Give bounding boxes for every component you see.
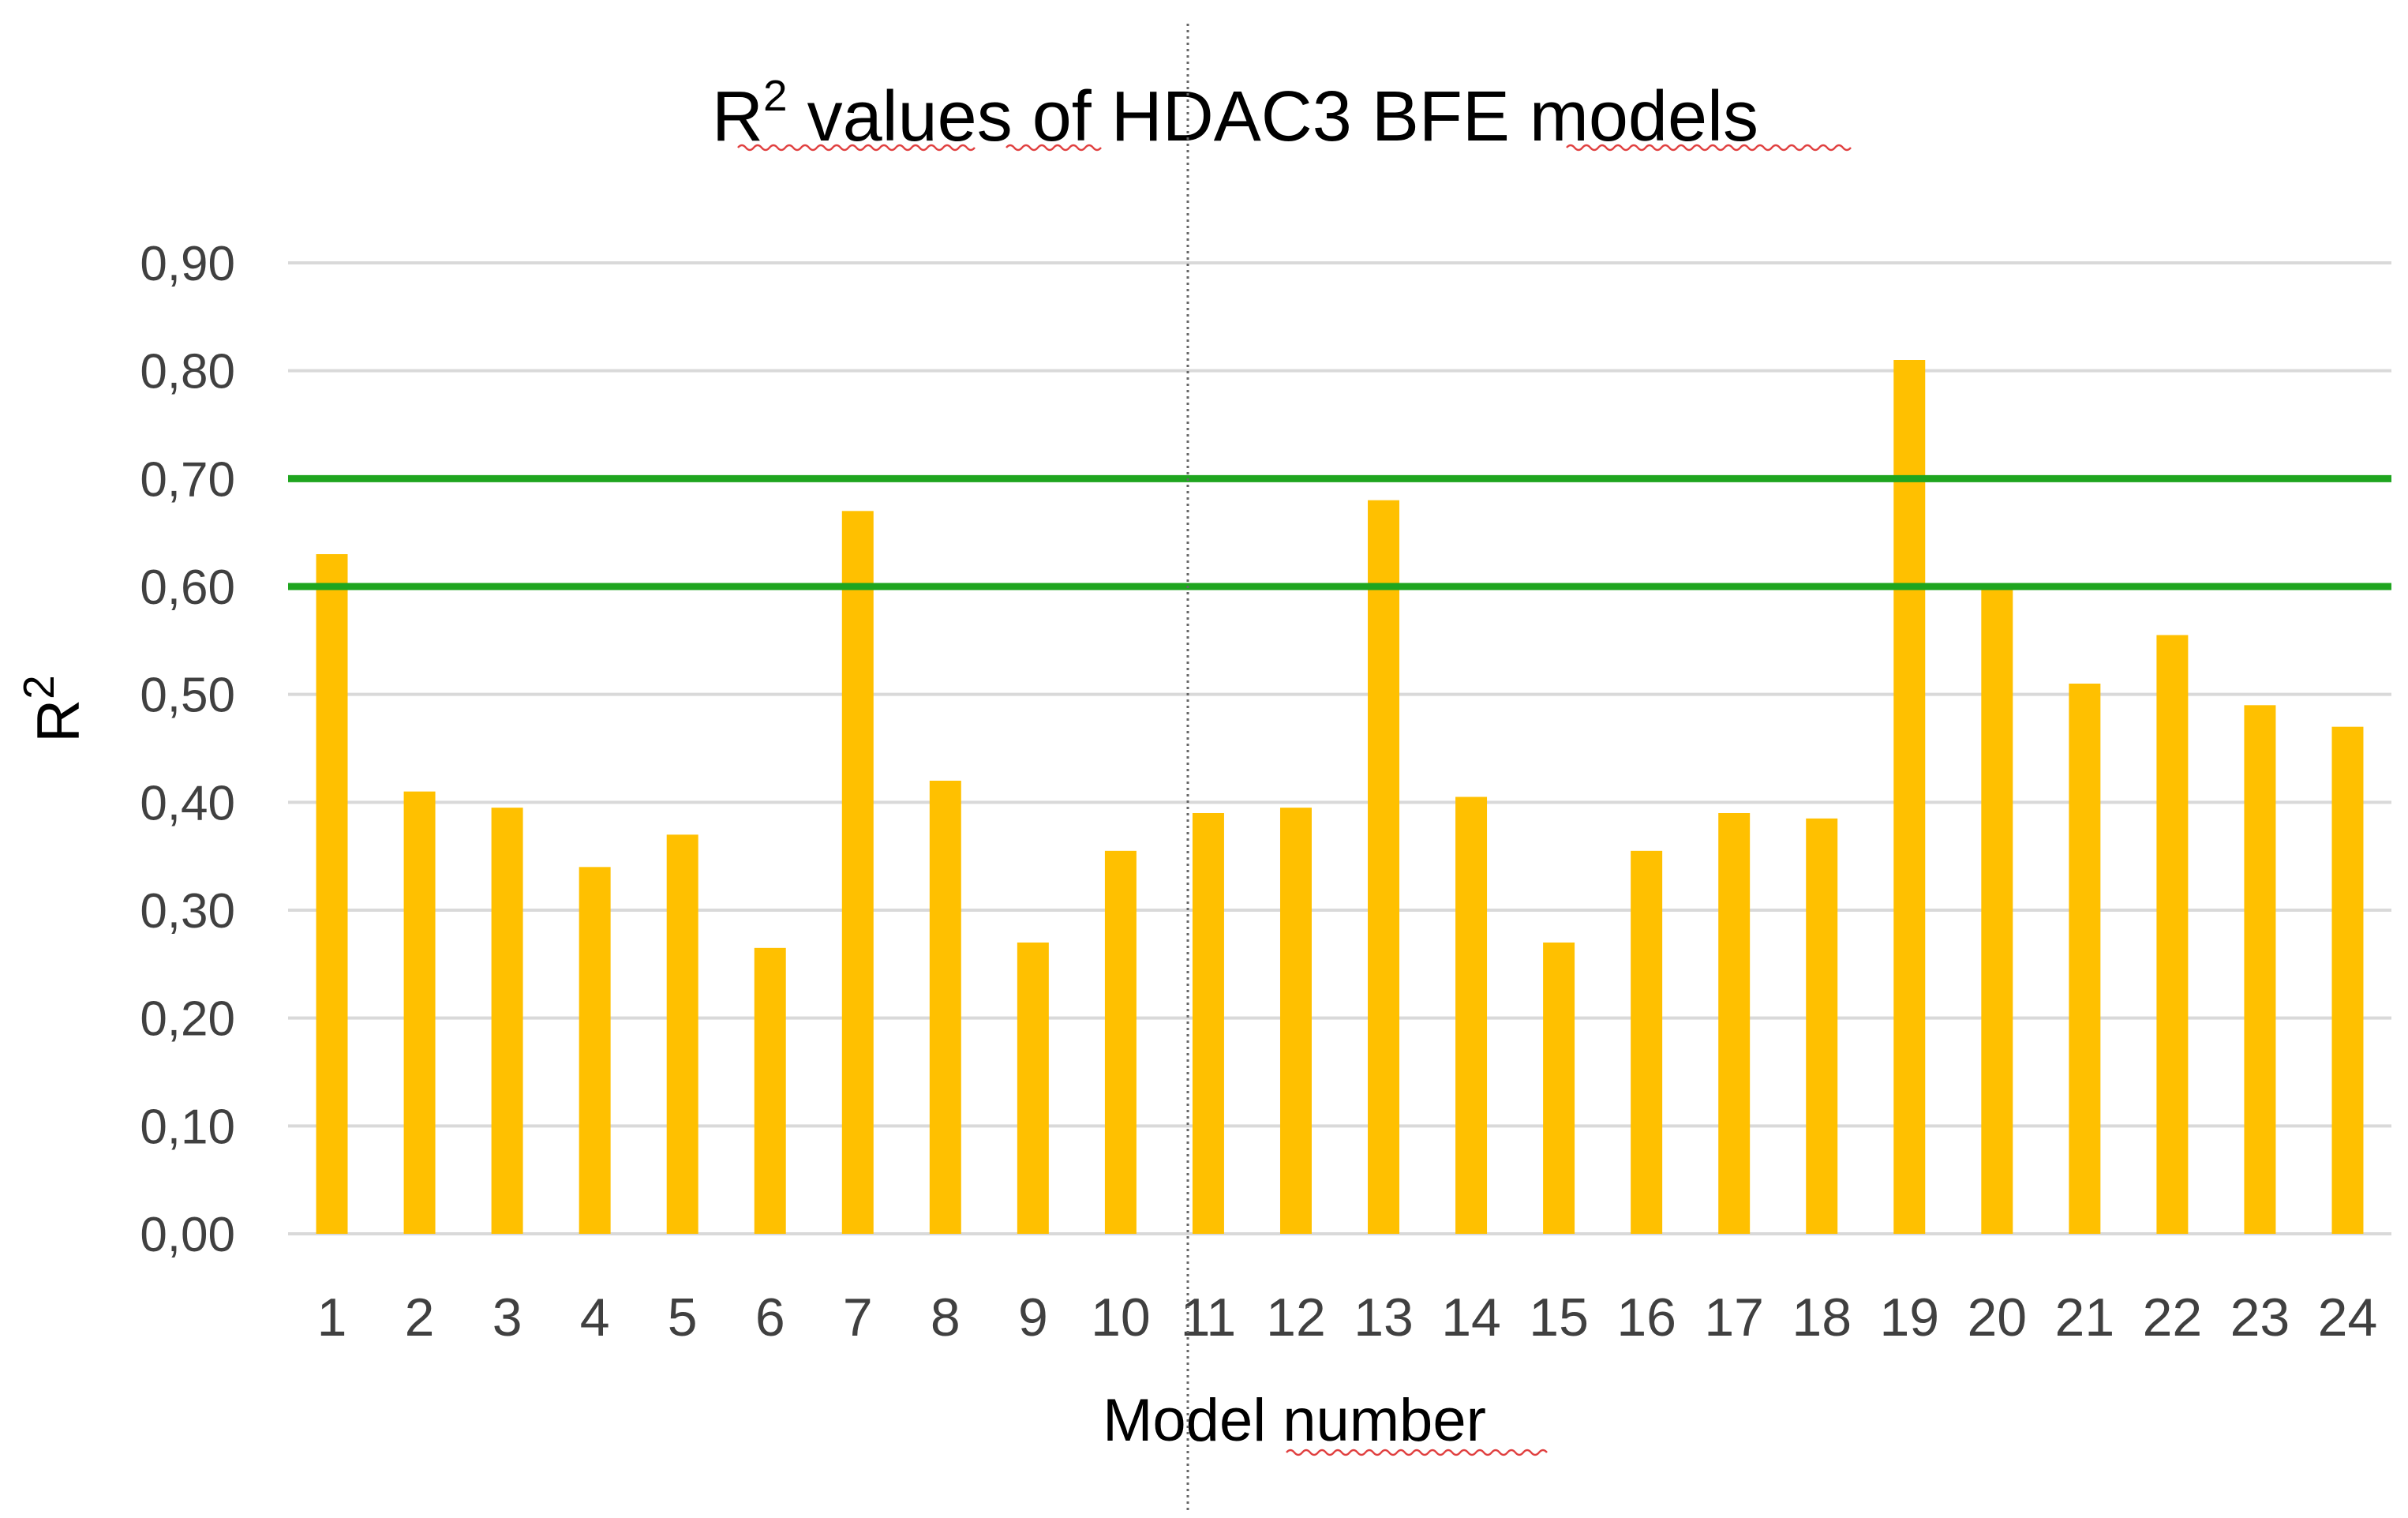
x-tick-label: 4 <box>580 1287 610 1347</box>
y-tick-label: 0,40 <box>140 776 235 830</box>
bar <box>2244 705 2276 1234</box>
x-tick-label: 2 <box>405 1287 435 1347</box>
bar <box>1279 808 1312 1234</box>
x-tick-label: 6 <box>755 1287 785 1347</box>
bar <box>1017 943 1049 1234</box>
x-tick-label: 11 <box>1181 1287 1237 1347</box>
x-tick-label: 18 <box>1792 1287 1852 1347</box>
bar <box>1543 943 1575 1234</box>
x-tick-label: 12 <box>1266 1287 1326 1347</box>
x-tick-label: 16 <box>1616 1287 1676 1347</box>
bar <box>579 867 611 1234</box>
bar <box>1806 818 1838 1234</box>
x-tick-label: 19 <box>1879 1287 1939 1347</box>
x-tick-label: 9 <box>1018 1287 1048 1347</box>
bar <box>1893 360 1926 1234</box>
x-tick-label: 1 <box>317 1287 347 1347</box>
x-tick-label: 23 <box>2230 1287 2290 1347</box>
bar <box>1455 796 1488 1234</box>
spellcheck-squiggle <box>1286 1449 1548 1456</box>
x-tick-label: 3 <box>492 1287 522 1347</box>
spellcheck-squiggle <box>1566 144 1852 152</box>
y-tick-label: 0,60 <box>140 560 235 615</box>
y-axis-ticks: 0,00 0,10 0,20 0,30 0,40 0,50 0,60 0,70 0,80 0,90 <box>140 237 235 1262</box>
reference-lines <box>288 474 2391 590</box>
x-tick-label: 7 <box>843 1287 873 1347</box>
y-tick-label: 0,20 <box>140 992 235 1047</box>
x-axis-label: Model number <box>1103 1387 1486 1454</box>
x-tick-label: 21 <box>2055 1287 2115 1347</box>
bar <box>2156 635 2189 1234</box>
x-tick-label: 24 <box>2318 1287 2378 1347</box>
bar <box>666 834 698 1234</box>
bar <box>929 781 961 1234</box>
bar <box>754 947 786 1234</box>
bar <box>1631 850 1663 1234</box>
bar <box>403 791 436 1234</box>
bar <box>316 554 348 1234</box>
x-tick-label: 14 <box>1441 1287 1501 1347</box>
y-tick-label: 0,80 <box>140 345 235 399</box>
x-tick-label: 10 <box>1091 1287 1151 1347</box>
x-tick-label: 22 <box>2143 1287 2203 1347</box>
y-tick-label: 0,10 <box>140 1100 235 1154</box>
y-axis-label: R2 <box>14 675 92 742</box>
y-axis-label-base: R <box>25 699 92 743</box>
x-tick-label: 15 <box>1529 1287 1589 1347</box>
bar <box>1368 500 1400 1234</box>
spellcheck-squiggle <box>1006 144 1102 152</box>
bars <box>316 360 2364 1234</box>
bar <box>2069 684 2101 1234</box>
x-tick-label: 8 <box>931 1287 961 1347</box>
chart-title-rest: values of HDAC3 BFE models <box>788 77 1758 156</box>
y-tick-label: 0,70 <box>140 452 235 507</box>
bar <box>491 808 523 1234</box>
bar <box>1981 587 2013 1234</box>
y-axis-label-superscript: 2 <box>14 675 63 699</box>
chart-title: R2 values of HDAC3 BFE models <box>712 71 1758 156</box>
y-tick-label: 0,00 <box>140 1208 235 1262</box>
bar <box>1104 850 1137 1234</box>
x-tick-label: 20 <box>1967 1287 2027 1347</box>
chart-title-superscript: 2 <box>763 71 788 120</box>
chart-title-base: R <box>712 77 763 156</box>
y-tick-label: 0,30 <box>140 884 235 939</box>
x-tick-label: 13 <box>1354 1287 1414 1347</box>
x-tick-label: 17 <box>1704 1287 1764 1347</box>
x-axis-ticks: 1 2 3 4 5 6 7 8 9 10 11 12 13 14 15 16 17 18 19 20 21 22 23 24 <box>317 1287 2378 1347</box>
bar <box>1192 813 1224 1234</box>
bar <box>1718 813 1751 1234</box>
spellcheck-squiggle <box>737 144 976 152</box>
x-tick-label: 5 <box>668 1287 698 1347</box>
bar <box>841 511 874 1234</box>
y-tick-label: 0,90 <box>140 237 235 291</box>
y-tick-label: 0,50 <box>140 669 235 723</box>
bar <box>2331 726 2364 1234</box>
